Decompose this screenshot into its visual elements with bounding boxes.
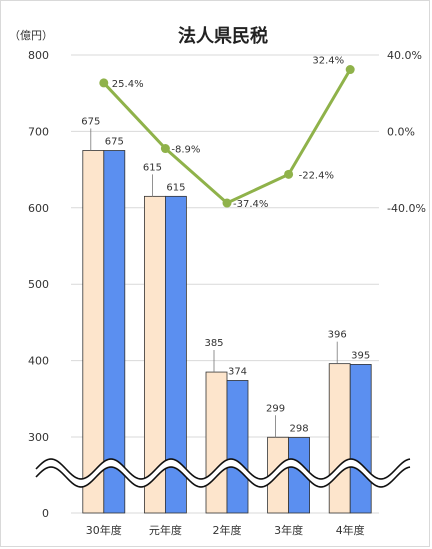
bar (103, 150, 126, 514)
growth-label: -8.9% (171, 145, 200, 156)
growth-point (345, 65, 355, 75)
bar (349, 364, 372, 514)
data-label-series2: 374 (228, 366, 247, 377)
bar (226, 380, 249, 514)
bar (164, 195, 187, 514)
left-tick-label: 800 (28, 49, 49, 62)
data-label-series1: 385 (204, 338, 223, 349)
left-tick-label: 600 (28, 202, 49, 215)
growth-label: 25.4% (112, 79, 144, 90)
left-tick-label: 0 (42, 507, 49, 520)
left-tick-label: 700 (28, 125, 49, 138)
y-axis-unit-label: （億円） (9, 29, 53, 42)
growth-point (160, 144, 170, 154)
chart-title: 法人県民税 (178, 25, 268, 47)
right-tick-label: 0.0% (387, 126, 415, 139)
left-tick-label: 400 (28, 355, 49, 368)
axis-break-line-top (35, 458, 411, 480)
data-label-series2: 298 (290, 424, 309, 435)
right-tick-label: 40.0% (387, 49, 422, 62)
right-axis: 40.0% 0.0% -40.0% (387, 49, 426, 215)
data-label-series1: 675 (81, 117, 100, 128)
x-tick-label: 3年度 (274, 523, 303, 537)
data-label-series1: 396 (328, 330, 347, 341)
data-label-series2: 675 (105, 137, 124, 148)
axis-break-line-bottom (35, 466, 411, 488)
growth-label: 32.4% (312, 56, 344, 67)
growth-point (222, 198, 232, 208)
axis-break-wave (35, 458, 411, 488)
data-label-series1: 615 (143, 162, 162, 173)
growth-label: -37.4% (233, 199, 268, 210)
x-tick-label: 30年度 (86, 523, 122, 537)
growth-rate-line: 25.4% -8.9% -37.4% -22.4% 32.4% (99, 56, 355, 210)
bar (328, 363, 351, 514)
right-tick-label: -40.0% (387, 202, 426, 215)
data-label-series1: 299 (266, 403, 285, 414)
x-axis: 30年度 元年度 2年度 3年度 4年度 (86, 523, 365, 537)
data-label-series2: 395 (351, 350, 370, 361)
bars (82, 150, 372, 514)
growth-point (284, 169, 294, 179)
left-axis: 0 300 400 500 600 700 800 (28, 49, 49, 520)
left-tick-label: 300 (28, 431, 49, 444)
bar (205, 371, 228, 514)
x-tick-label: 2年度 (213, 523, 242, 537)
x-tick-label: 4年度 (336, 523, 365, 537)
bar (82, 150, 105, 514)
data-label-series2: 615 (166, 182, 185, 193)
growth-label: -22.4% (299, 170, 334, 181)
left-tick-label: 500 (28, 278, 49, 291)
x-tick-label: 元年度 (149, 523, 182, 537)
growth-point (99, 78, 109, 88)
bar-data-labels: 675 675 615 615 385 374 299 298 396 395 (81, 117, 370, 438)
